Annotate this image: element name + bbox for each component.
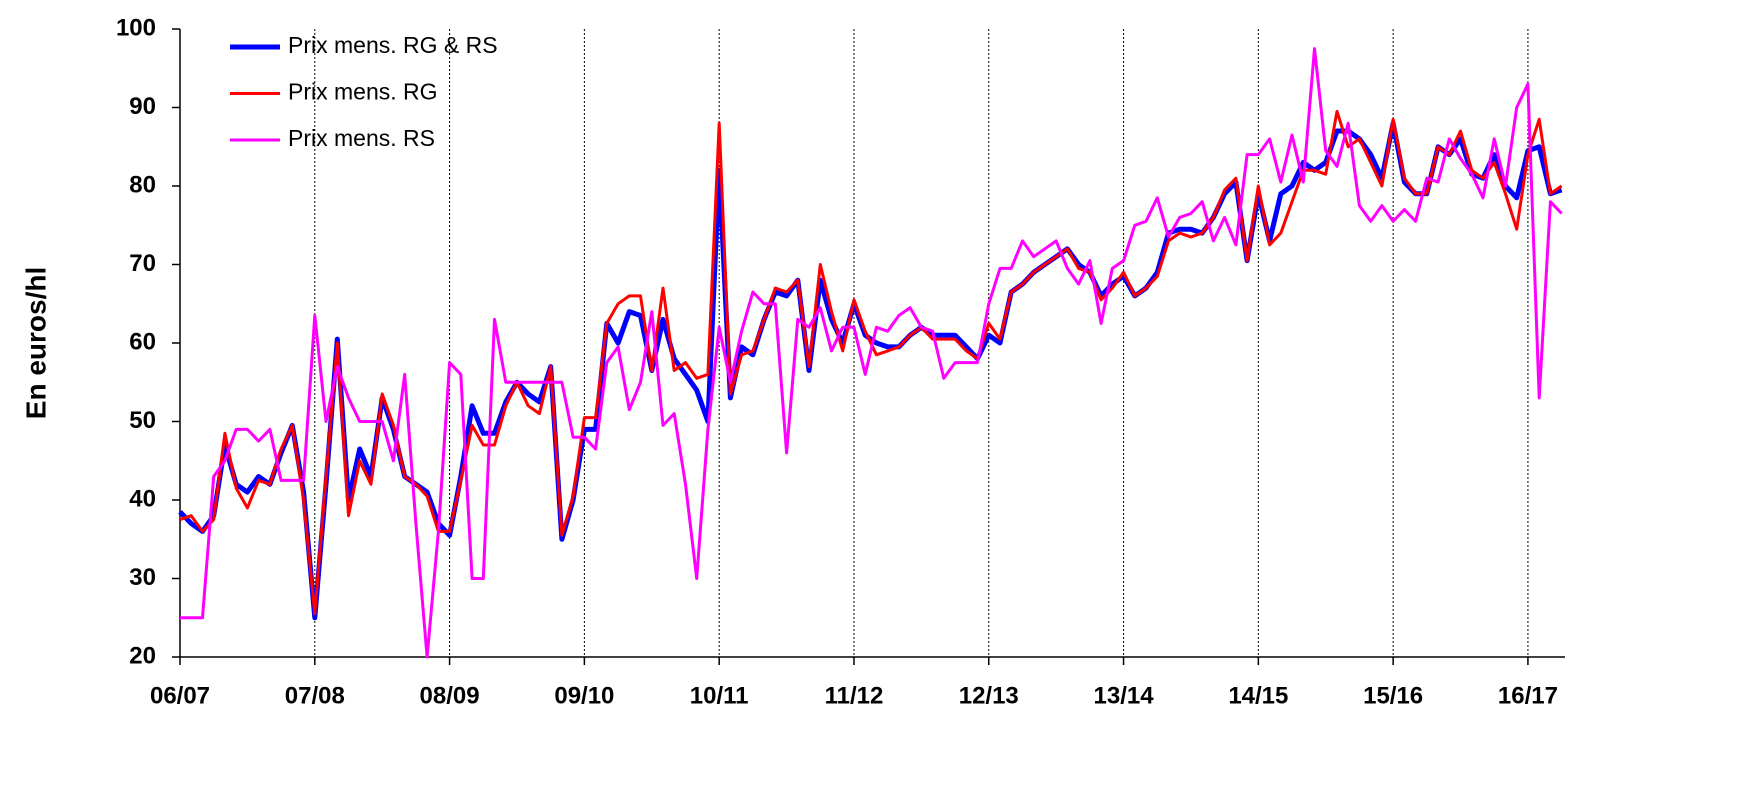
- legend-label: Prix mens. RG: [288, 79, 438, 105]
- y-tick-label: 100: [116, 14, 156, 41]
- series-line: [180, 47, 1563, 659]
- x-tick-label: 09/10: [554, 682, 614, 709]
- y-tick-label: 30: [129, 564, 156, 591]
- x-tick-label: 13/14: [1094, 682, 1155, 709]
- x-tick-label: 10/11: [690, 682, 749, 709]
- x-tick-label: 12/13: [959, 682, 1019, 709]
- x-tick-label: 14/15: [1228, 682, 1288, 709]
- x-tick-label: 16/17: [1498, 682, 1558, 709]
- y-tick-label: 20: [129, 642, 156, 669]
- x-tick-label: 15/16: [1363, 682, 1423, 709]
- y-tick-label: 40: [129, 485, 156, 512]
- series-line: [178, 120, 1563, 621]
- legend-label: Prix mens. RG & RS: [288, 32, 498, 58]
- x-tick-label: 08/09: [420, 682, 480, 709]
- y-tick-label: 90: [129, 93, 156, 120]
- y-tick-label: 70: [129, 250, 156, 277]
- series-line: [179, 109, 1563, 616]
- x-tick-label: 06/07: [150, 682, 210, 709]
- y-tick-label: 50: [129, 407, 156, 434]
- legend-label: Prix mens. RS: [288, 125, 435, 151]
- y-tick-label: 80: [129, 171, 156, 198]
- x-tick-label: 11/12: [825, 682, 884, 709]
- y-tick-label: 60: [129, 328, 156, 355]
- x-tick-label: 07/08: [285, 682, 345, 709]
- y-axis-label: En euros/hl: [20, 267, 51, 419]
